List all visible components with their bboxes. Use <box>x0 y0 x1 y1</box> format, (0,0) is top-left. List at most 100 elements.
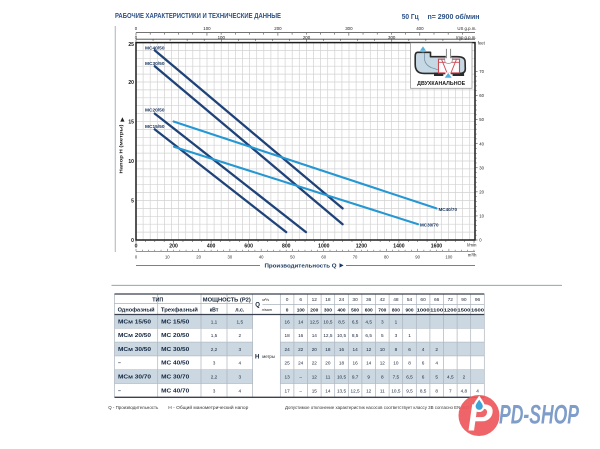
svg-text:20: 20 <box>128 80 134 86</box>
svg-text:60: 60 <box>479 93 484 98</box>
svg-text:12: 12 <box>312 375 318 380</box>
svg-text:3: 3 <box>213 361 216 366</box>
svg-text:66: 66 <box>434 297 440 303</box>
svg-text:600: 600 <box>244 243 253 249</box>
svg-text:70: 70 <box>479 69 484 74</box>
svg-text:m³/h: m³/h <box>468 253 477 258</box>
svg-text:24: 24 <box>298 361 304 366</box>
svg-text:1,5: 1,5 <box>237 319 244 324</box>
svg-text:МСм 30/70: МСм 30/70 <box>118 375 151 381</box>
svg-text:4: 4 <box>435 361 438 366</box>
svg-text:Производительность Q: Производительность Q <box>265 264 337 270</box>
svg-text:25: 25 <box>284 361 290 366</box>
svg-text:РАБОЧИЕ ХАРАКТЕРИСТИКИ И ТЕХНИ: РАБОЧИЕ ХАРАКТЕРИСТИКИ И ТЕХНИЧЕСКИЕ ДАН… <box>115 11 281 20</box>
svg-text:n= 2900 об/мин: n= 2900 об/мин <box>428 13 480 21</box>
svg-text:МС 30/70: МС 30/70 <box>161 375 189 381</box>
svg-text:30: 30 <box>352 297 358 303</box>
svg-text:24: 24 <box>339 297 345 303</box>
svg-text:22: 22 <box>298 347 304 352</box>
svg-text:300: 300 <box>324 308 332 314</box>
svg-text:12: 12 <box>312 297 318 303</box>
svg-text:100: 100 <box>297 308 305 314</box>
svg-text:3: 3 <box>213 388 216 393</box>
svg-text:0: 0 <box>479 238 482 243</box>
svg-text:Imp g.p.m.: Imp g.p.m. <box>456 35 476 40</box>
svg-text:400: 400 <box>416 26 424 31</box>
svg-text:0: 0 <box>135 255 138 260</box>
svg-text:МСм 30/50: МСм 30/50 <box>118 347 151 353</box>
svg-text:1500: 1500 <box>457 308 470 314</box>
svg-text:MC20/50: MC20/50 <box>145 108 165 113</box>
svg-text:4,8: 4,8 <box>461 388 468 393</box>
svg-text:1100: 1100 <box>430 308 443 314</box>
svg-text:20: 20 <box>479 189 484 194</box>
svg-text:42: 42 <box>380 297 386 303</box>
svg-text:9: 9 <box>367 375 370 380</box>
svg-text:18: 18 <box>339 361 345 366</box>
svg-text:МС 40/50: МС 40/50 <box>161 361 189 367</box>
svg-text:6: 6 <box>299 297 302 303</box>
svg-text:30: 30 <box>228 255 233 260</box>
svg-text:6: 6 <box>422 375 425 380</box>
svg-text:MC15/50: MC15/50 <box>145 124 165 129</box>
svg-text:л/мин: л/мин <box>262 308 272 312</box>
svg-text:54: 54 <box>407 297 413 303</box>
svg-text:8: 8 <box>435 388 438 393</box>
svg-text:100: 100 <box>203 26 211 31</box>
svg-text:1,1: 1,1 <box>211 319 218 324</box>
svg-text:24: 24 <box>284 347 290 352</box>
svg-text:МС 30/50: МС 30/50 <box>161 347 189 353</box>
svg-text:8,5: 8,5 <box>420 388 427 393</box>
svg-text:1200: 1200 <box>444 308 457 314</box>
svg-text:ДВУХКАНАЛЬНОЕ: ДВУХКАНАЛЬНОЕ <box>417 81 466 87</box>
svg-text:10,5: 10,5 <box>391 388 401 393</box>
svg-text:12: 12 <box>366 347 372 352</box>
svg-text:–: – <box>118 361 121 367</box>
svg-text:25: 25 <box>128 42 134 48</box>
svg-text:200: 200 <box>303 35 311 40</box>
svg-text:Напор Н (метры): Напор Н (метры) <box>119 124 124 174</box>
svg-text:PD-SHOP: PD-SHOP <box>499 400 580 430</box>
svg-text:0: 0 <box>135 35 138 40</box>
svg-text:0: 0 <box>131 238 134 244</box>
svg-text:0: 0 <box>286 297 289 303</box>
svg-text:МОЩНОСТЬ (Р2): МОЩНОСТЬ (Р2) <box>203 297 251 303</box>
svg-text:18: 18 <box>325 297 331 303</box>
svg-text:36: 36 <box>366 297 372 303</box>
svg-text:МСм 20/50: МСм 20/50 <box>118 333 151 339</box>
svg-text:1000: 1000 <box>318 243 329 249</box>
svg-text:72: 72 <box>448 297 454 303</box>
svg-text:1: 1 <box>408 333 411 338</box>
svg-text:22: 22 <box>312 361 318 366</box>
svg-text:300: 300 <box>388 35 396 40</box>
svg-text:–: – <box>299 388 302 393</box>
svg-text:5: 5 <box>131 198 134 204</box>
svg-text:л.с.: л.с. <box>235 308 245 314</box>
svg-text:6,5: 6,5 <box>365 333 372 338</box>
svg-text:500: 500 <box>351 308 359 314</box>
svg-text:30: 30 <box>479 165 484 170</box>
svg-text:400: 400 <box>337 308 345 314</box>
svg-text:700: 700 <box>378 308 386 314</box>
svg-text:9,5: 9,5 <box>406 388 413 393</box>
svg-text:600: 600 <box>365 308 373 314</box>
svg-text:–: – <box>118 388 121 394</box>
svg-text:10,5: 10,5 <box>323 319 333 324</box>
svg-text:5: 5 <box>381 333 384 338</box>
svg-text:2: 2 <box>463 375 466 380</box>
svg-text:20: 20 <box>312 347 318 352</box>
svg-text:18: 18 <box>284 333 290 338</box>
svg-text:1400: 1400 <box>393 243 404 249</box>
svg-text:14: 14 <box>366 361 372 366</box>
svg-text:0: 0 <box>135 243 138 249</box>
svg-text:15: 15 <box>312 388 318 393</box>
svg-text:2: 2 <box>238 333 241 338</box>
svg-text:3: 3 <box>238 375 241 380</box>
svg-text:60: 60 <box>321 255 326 260</box>
svg-text:10,5: 10,5 <box>337 375 347 380</box>
svg-text:0: 0 <box>286 308 289 314</box>
svg-text:US g.p.m.: US g.p.m. <box>457 26 476 31</box>
svg-text:кВт: кВт <box>210 308 219 314</box>
svg-text:8: 8 <box>408 361 411 366</box>
svg-text:МС 15/50: МС 15/50 <box>161 319 189 325</box>
